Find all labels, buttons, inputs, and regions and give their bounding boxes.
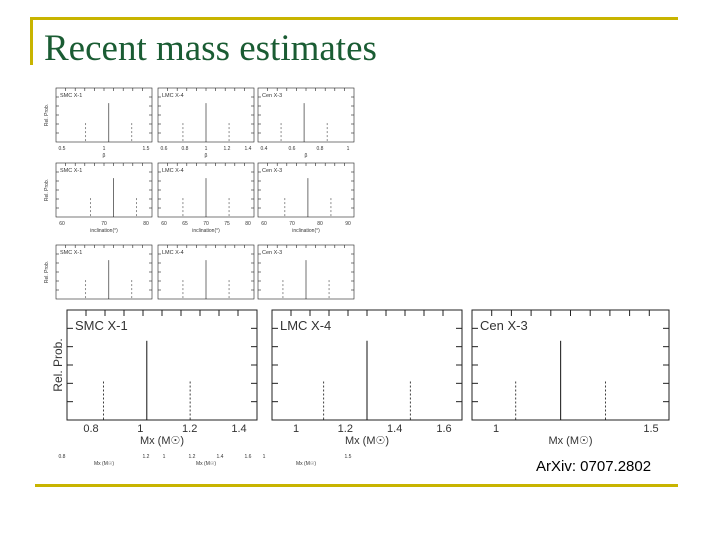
tick-label: 1 [263,454,266,460]
x-axis-label: Mx (M☉) [196,461,216,467]
x-axis-label: β [103,153,106,159]
tick-label: 1.2 [143,454,150,460]
tick-label: 1.4 [231,423,246,435]
panel-label: SMC X-1 [60,250,82,256]
panel-label: Cen X-3 [262,93,282,99]
tick-label: 70 [203,221,209,227]
tick-label: 90 [345,221,351,227]
panel-label: LMC X-4 [162,250,184,256]
tick-label: 0.6 [289,146,296,152]
tick-label: 1 [163,454,166,460]
plot-frame [55,244,153,300]
frame-left-rule [30,17,33,65]
panel-label: LMC X-4 [162,93,184,99]
tick-label: 1.2 [189,454,196,460]
tick-label: 80 [317,221,323,227]
tick-label: 1.2 [338,423,353,435]
tick-label: 1.4 [387,423,402,435]
x-axis-label: β [205,153,208,159]
citation: ArXiv: 0707.2802 [536,458,652,475]
tick-label: 0.6 [161,146,168,152]
frame-top-rule [30,17,678,20]
tick-label: 0.8 [317,146,324,152]
x-axis-label: β [305,153,308,159]
plot-frame [471,309,670,421]
tick-label: 1.5 [643,423,658,435]
tick-label: 1.6 [245,454,252,460]
tick-label: 0.8 [59,454,66,460]
tick-label: 0.8 [83,423,98,435]
tick-label: 1.6 [436,423,451,435]
tick-label: 1.5 [345,454,352,460]
tick-label: 1.2 [182,423,197,435]
tick-label: 70 [101,221,107,227]
tick-label: 60 [161,221,167,227]
tick-label: 1 [205,146,208,152]
tick-label: 0.5 [59,146,66,152]
x-axis-label: inclination(°) [292,228,320,234]
x-axis-label: inclination(°) [192,228,220,234]
tick-label: 1.4 [217,454,224,460]
x-axis-label: Mx (M☉) [140,435,184,447]
tick-label: 1 [137,423,143,435]
panel-label: Cen X-3 [480,318,528,333]
x-axis-label: Mx (M☉) [548,435,592,447]
panel-label: SMC X-1 [60,168,82,174]
y-axis-label: Rel. Prob. [44,179,50,201]
x-axis-label: inclination(°) [90,228,118,234]
tick-label: 0.4 [261,146,268,152]
tick-label: 80 [143,221,149,227]
slide-title: Recent mass estimates [44,28,377,69]
tick-label: 1.4 [245,146,252,152]
plot-frame [257,162,355,218]
tick-label: 70 [289,221,295,227]
tick-label: 1 [347,146,350,152]
panel-label: LMC X-4 [162,168,184,174]
y-axis-label: Rel. Prob. [44,261,50,283]
x-axis-label: Mx (M☉) [94,461,114,467]
frame-bottom-rule [35,484,678,487]
x-axis-label: Mx (M☉) [296,461,316,467]
tick-label: 1 [103,146,106,152]
plot-frame [257,87,355,143]
plot-frame [55,87,153,143]
panel-label: Cen X-3 [262,168,282,174]
tick-label: 65 [182,221,188,227]
tick-label: 80 [245,221,251,227]
tick-label: 1 [493,423,499,435]
tick-label: 60 [261,221,267,227]
panel-label: SMC X-1 [60,93,82,99]
panel-label: SMC X-1 [75,318,128,333]
panel-label: LMC X-4 [280,318,331,333]
y-axis-label: Rel. Prob. [51,338,65,391]
y-axis-label: Rel. Prob. [44,104,50,126]
panel-label: Cen X-3 [262,250,282,256]
tick-label: 75 [224,221,230,227]
tick-label: 60 [59,221,65,227]
tick-label: 1.5 [143,146,150,152]
x-axis-label: Mx (M☉) [345,435,389,447]
tick-label: 0.8 [182,146,189,152]
tick-label: 1 [293,423,299,435]
tick-label: 1.2 [224,146,231,152]
